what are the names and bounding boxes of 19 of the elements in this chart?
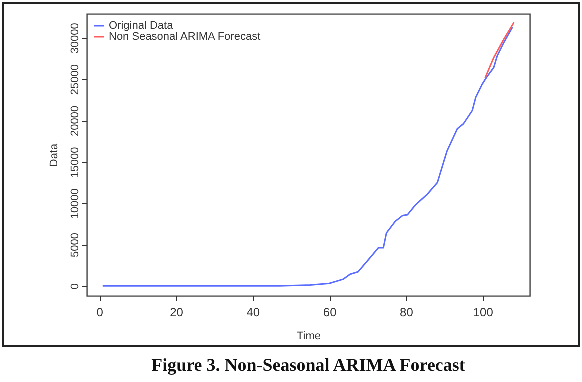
x-axis-title: Time: [296, 330, 322, 342]
y-tick-label: 15000: [70, 147, 82, 178]
y-tick-label: 5000: [70, 232, 82, 258]
x-tick-label: 100: [473, 306, 494, 320]
y-axis-title: Data: [48, 143, 60, 168]
y-tick-label: 30000: [70, 23, 82, 54]
y-tick-label: 10000: [70, 188, 82, 220]
x-tick-label: 0: [96, 306, 104, 320]
x-tick-label: 60: [323, 306, 338, 320]
x-tick-label: 80: [400, 306, 414, 320]
x-tick-label: 40: [246, 306, 260, 320]
y-tick-label: 25000: [70, 64, 82, 96]
legend-label: Non Seasonal ARIMA Forecast: [109, 31, 261, 43]
caption: Figure 3. Non-Seasonal ARIMA Forecast: [152, 355, 466, 375]
legend-label: Original Data: [109, 20, 174, 32]
y-tick-label: 20000: [70, 106, 82, 136]
line-series: [484, 22, 515, 78]
x-tick-label: 20: [170, 306, 184, 320]
y-tick-label: 0: [70, 284, 82, 290]
